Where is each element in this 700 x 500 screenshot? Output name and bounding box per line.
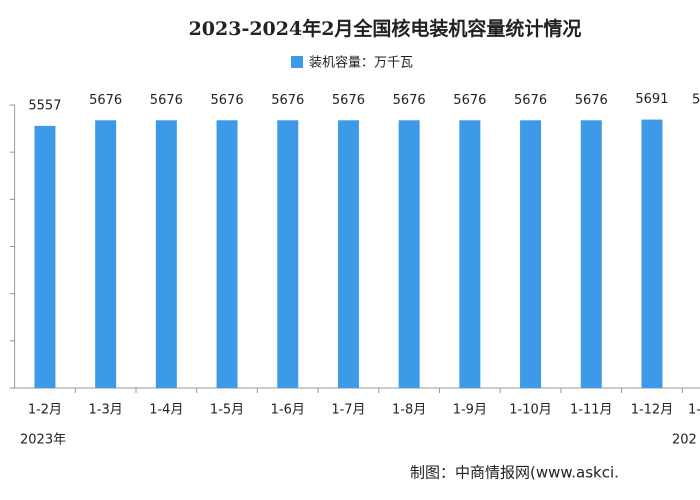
value-label: 5676 [271, 93, 304, 108]
bar [641, 119, 663, 389]
legend-label: 装机容量：万千瓦 [309, 55, 413, 71]
source-note: 制图：中商情报网(www.askci. [410, 464, 619, 482]
x-tick-label: 1-7月 [331, 403, 365, 418]
value-label: 5676 [211, 93, 244, 108]
x-tick-label: 1-2月 [28, 403, 62, 418]
x-tick-label: 1-6月 [271, 403, 305, 418]
value-label: 5676 [453, 93, 486, 108]
bar [337, 120, 359, 389]
bar [459, 120, 481, 389]
x-tick-label: 1-11月 [570, 403, 613, 418]
year-label: 202 [672, 433, 697, 448]
x-tick-label: 1-3月 [89, 403, 123, 418]
bar [520, 120, 542, 389]
value-label: 5676 [393, 93, 426, 108]
value-label: 5676 [575, 93, 608, 108]
bar [34, 125, 56, 388]
x-tick-label: 1- [688, 403, 700, 418]
value-label: 5676 [332, 93, 365, 108]
value-label: 5676 [514, 93, 547, 108]
value-label: 5676 [89, 93, 122, 108]
value-label: 5 [692, 93, 700, 108]
legend-swatch [291, 56, 303, 68]
x-tick-label: 1-5月 [210, 403, 244, 418]
bar [580, 120, 602, 389]
bar [155, 120, 177, 389]
bar [277, 120, 299, 389]
year-label: 2023年 [20, 433, 66, 448]
x-tick-label: 1-9月 [453, 403, 487, 418]
value-label: 5676 [150, 93, 183, 108]
x-tick-label: 1-4月 [149, 403, 183, 418]
x-tick-label: 1-10月 [509, 403, 552, 418]
chart-title: 2023-2024年2月全国核电装机容量统计情况 [189, 17, 582, 40]
bar [398, 120, 420, 389]
value-label: 5691 [635, 92, 668, 107]
bar [95, 120, 117, 389]
value-label: 5557 [28, 98, 61, 113]
x-tick-label: 1-12月 [631, 403, 674, 418]
x-tick-label: 1-8月 [392, 403, 426, 418]
bar [216, 120, 238, 389]
